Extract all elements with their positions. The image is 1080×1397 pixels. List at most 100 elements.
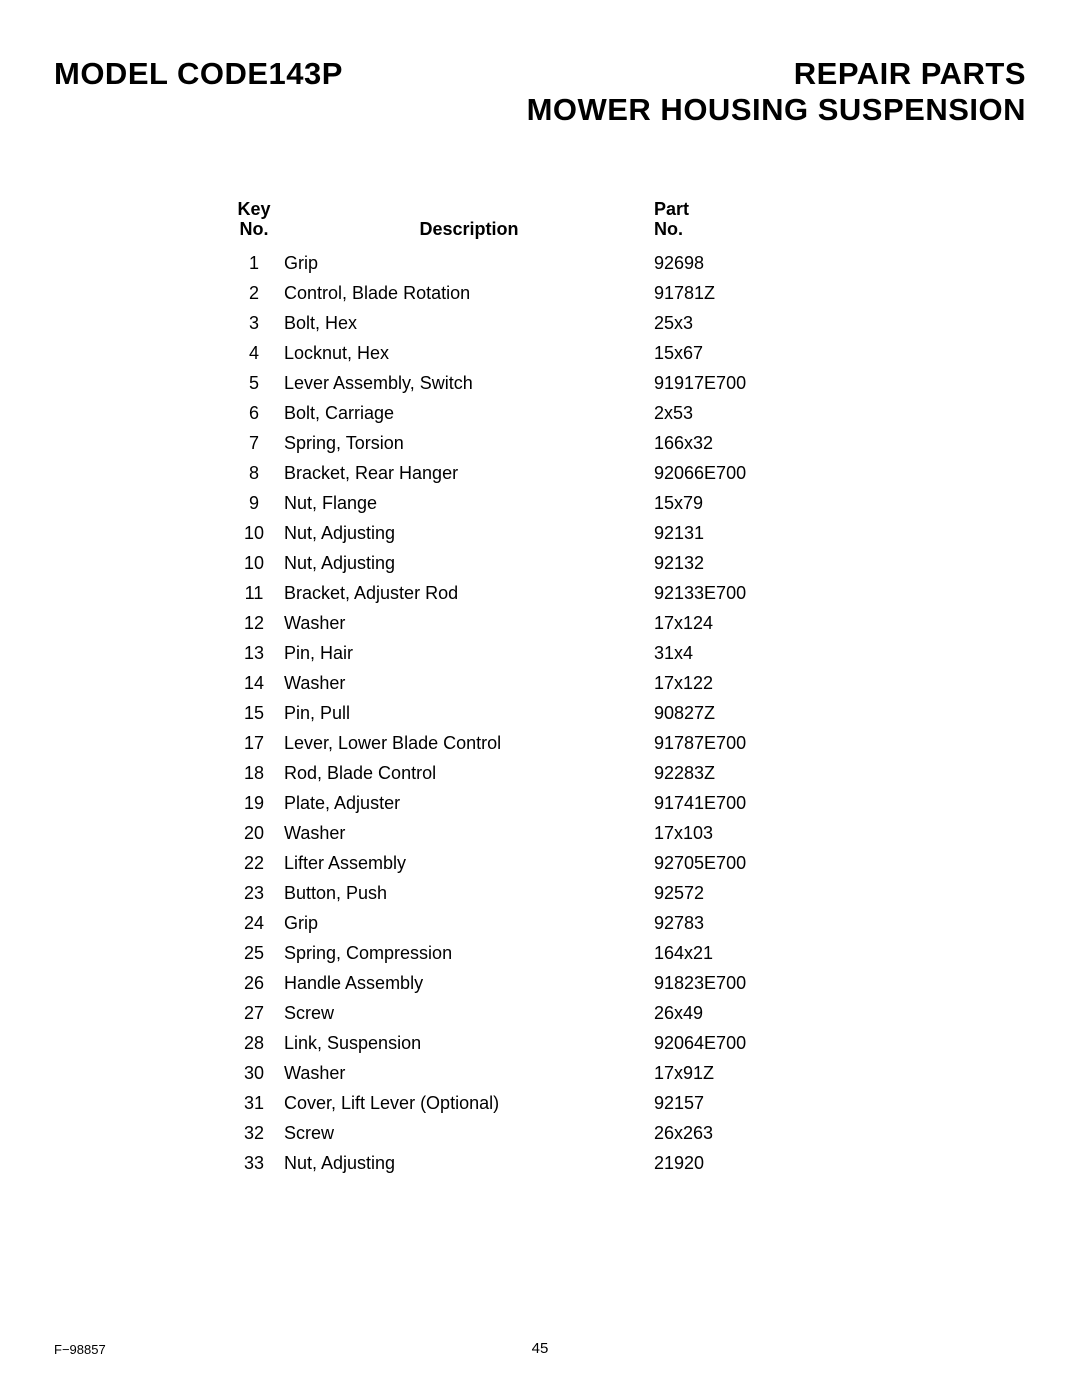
table-row: 5Lever Assembly, Switch91917E700 <box>224 368 824 398</box>
cell-description: Nut, Adjusting <box>284 1154 654 1172</box>
table-row: 1Grip92698 <box>224 248 824 278</box>
cell-description: Pin, Hair <box>284 644 654 662</box>
cell-description: Bracket, Rear Hanger <box>284 464 654 482</box>
cell-part-no: 164x21 <box>654 944 814 962</box>
cell-description: Link, Suspension <box>284 1034 654 1052</box>
cell-description: Nut, Flange <box>284 494 654 512</box>
cell-part-no: 25x3 <box>654 314 814 332</box>
cell-key-no: 33 <box>224 1154 284 1172</box>
header-right: REPAIR PARTS MOWER HOUSING SUSPENSION <box>527 56 1026 128</box>
cell-key-no: 11 <box>224 584 284 602</box>
cell-description: Bracket, Adjuster Rod <box>284 584 654 602</box>
cell-part-no: 92133E700 <box>654 584 814 602</box>
table-row: 28Link, Suspension92064E700 <box>224 1028 824 1058</box>
cell-description: Rod, Blade Control <box>284 764 654 782</box>
cell-part-no: 92698 <box>654 254 814 272</box>
cell-description: Bolt, Carriage <box>284 404 654 422</box>
table-row: 32Screw26x263 <box>224 1118 824 1148</box>
cell-description: Washer <box>284 1064 654 1082</box>
cell-key-no: 4 <box>224 344 284 362</box>
table-row: 7Spring, Torsion166x32 <box>224 428 824 458</box>
header-part-no: Part No. <box>654 200 814 240</box>
cell-key-no: 20 <box>224 824 284 842</box>
cell-key-no: 6 <box>224 404 284 422</box>
cell-key-no: 28 <box>224 1034 284 1052</box>
table-row: 6Bolt, Carriage2x53 <box>224 398 824 428</box>
parts-table: Key No. Description Part No. 1Grip926982… <box>224 200 824 1178</box>
cell-description: Washer <box>284 824 654 842</box>
cell-key-no: 18 <box>224 764 284 782</box>
cell-key-no: 13 <box>224 644 284 662</box>
cell-part-no: 92572 <box>654 884 814 902</box>
cell-key-no: 7 <box>224 434 284 452</box>
table-row: 20Washer17x103 <box>224 818 824 848</box>
cell-description: Nut, Adjusting <box>284 554 654 572</box>
table-row: 27Screw26x49 <box>224 998 824 1028</box>
cell-key-no: 15 <box>224 704 284 722</box>
table-row: 25Spring, Compression164x21 <box>224 938 824 968</box>
table-row: 14Washer17x122 <box>224 668 824 698</box>
cell-part-no: 91781Z <box>654 284 814 302</box>
cell-part-no: 91741E700 <box>654 794 814 812</box>
cell-description: Washer <box>284 614 654 632</box>
cell-part-no: 92066E700 <box>654 464 814 482</box>
header-key-line1: Key <box>224 200 284 220</box>
table-row: 11Bracket, Adjuster Rod92133E700 <box>224 578 824 608</box>
cell-key-no: 1 <box>224 254 284 272</box>
cell-description: Handle Assembly <box>284 974 654 992</box>
table-row: 15Pin, Pull90827Z <box>224 698 824 728</box>
cell-description: Lifter Assembly <box>284 854 654 872</box>
cell-key-no: 10 <box>224 524 284 542</box>
header-description-label: Description <box>419 220 518 240</box>
cell-key-no: 22 <box>224 854 284 872</box>
cell-part-no: 92157 <box>654 1094 814 1112</box>
cell-key-no: 14 <box>224 674 284 692</box>
cell-description: Button, Push <box>284 884 654 902</box>
cell-part-no: 26x49 <box>654 1004 814 1022</box>
table-row: 31Cover, Lift Lever (Optional)92157 <box>224 1088 824 1118</box>
cell-description: Cover, Lift Lever (Optional) <box>284 1094 654 1112</box>
cell-part-no: 91917E700 <box>654 374 814 392</box>
cell-description: Grip <box>284 914 654 932</box>
cell-key-no: 31 <box>224 1094 284 1112</box>
header-part-line2: No. <box>654 220 814 240</box>
table-row: 17Lever, Lower Blade Control91787E700 <box>224 728 824 758</box>
table-row: 10Nut, Adjusting92132 <box>224 548 824 578</box>
cell-key-no: 27 <box>224 1004 284 1022</box>
cell-part-no: 92064E700 <box>654 1034 814 1052</box>
cell-part-no: 92131 <box>654 524 814 542</box>
table-row: 24Grip92783 <box>224 908 824 938</box>
table-row: 8Bracket, Rear Hanger92066E700 <box>224 458 824 488</box>
cell-key-no: 3 <box>224 314 284 332</box>
table-body: 1Grip926982Control, Blade Rotation91781Z… <box>224 248 824 1178</box>
cell-description: Spring, Torsion <box>284 434 654 452</box>
cell-description: Washer <box>284 674 654 692</box>
cell-key-no: 10 <box>224 554 284 572</box>
cell-description: Plate, Adjuster <box>284 794 654 812</box>
table-header-row: Key No. Description Part No. <box>224 200 824 248</box>
table-row: 22Lifter Assembly92705E700 <box>224 848 824 878</box>
cell-key-no: 8 <box>224 464 284 482</box>
page-container: MODEL CODE143P REPAIR PARTS MOWER HOUSIN… <box>0 0 1080 1397</box>
table-row: 9Nut, Flange15x79 <box>224 488 824 518</box>
cell-part-no: 92705E700 <box>654 854 814 872</box>
table-row: 18Rod, Blade Control92283Z <box>224 758 824 788</box>
cell-key-no: 19 <box>224 794 284 812</box>
cell-key-no: 32 <box>224 1124 284 1142</box>
cell-key-no: 24 <box>224 914 284 932</box>
header-key-line2: No. <box>224 220 284 240</box>
model-code: MODEL CODE143P <box>54 56 343 92</box>
cell-key-no: 9 <box>224 494 284 512</box>
cell-description: Lever, Lower Blade Control <box>284 734 654 752</box>
page-header: MODEL CODE143P REPAIR PARTS MOWER HOUSIN… <box>54 56 1026 128</box>
cell-description: Lever Assembly, Switch <box>284 374 654 392</box>
table-row: 3Bolt, Hex25x3 <box>224 308 824 338</box>
cell-description: Pin, Pull <box>284 704 654 722</box>
cell-part-no: 91787E700 <box>654 734 814 752</box>
header-key-no: Key No. <box>224 200 284 240</box>
table-row: 33Nut, Adjusting21920 <box>224 1148 824 1178</box>
table-row: 2Control, Blade Rotation91781Z <box>224 278 824 308</box>
table-row: 23Button, Push92572 <box>224 878 824 908</box>
header-part-line1: Part <box>654 200 814 220</box>
cell-key-no: 2 <box>224 284 284 302</box>
